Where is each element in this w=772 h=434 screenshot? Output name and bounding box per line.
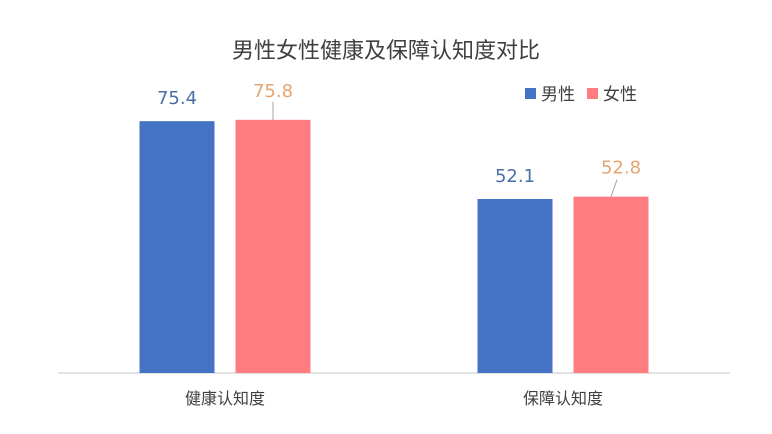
legend-swatch-male: [525, 88, 536, 99]
category-label-protection-awareness: 保障认知度: [523, 389, 603, 408]
data-label-female-health: 75.8: [253, 81, 293, 102]
bar-female-health: [235, 119, 311, 373]
data-label-male-protection: 52.1: [495, 166, 535, 187]
legend-label-male: 男性: [541, 85, 575, 105]
bar-male-health: [139, 121, 215, 373]
legend-label-female: 女性: [603, 85, 637, 105]
legend: 男性 女性: [525, 85, 637, 105]
chart-title: 男性女性健康及保障认知度对比: [232, 39, 540, 64]
bars-layer: [139, 119, 649, 373]
data-label-female-protection: 52.8: [601, 158, 641, 179]
category-label-health-awareness: 健康认知度: [185, 389, 265, 408]
data-labels-layer: 75.4 52.1 75.8 52.8: [157, 81, 641, 197]
bar-male-protection: [477, 198, 553, 373]
bar-female-protection: [573, 196, 649, 373]
data-label-male-health: 75.4: [157, 88, 197, 109]
data-label-leader-protection: [610, 179, 618, 197]
legend-swatch-female: [587, 88, 598, 99]
